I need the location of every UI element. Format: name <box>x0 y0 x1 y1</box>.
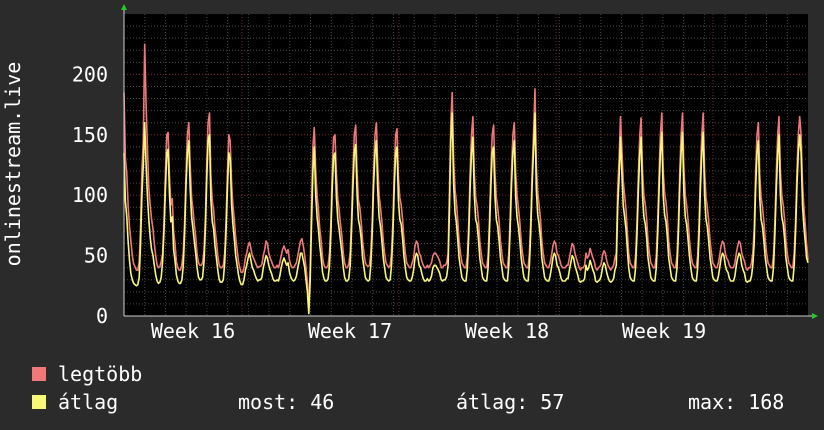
x-tick-label: Week 16 <box>151 319 235 343</box>
legend-avg-label: átlag <box>58 390 119 414</box>
y-tick-label: 100 <box>72 183 108 207</box>
y-tick-label: 50 <box>84 244 108 268</box>
x-tick-label: Week 19 <box>622 319 706 343</box>
stat-average: átlag: 57 <box>456 390 565 414</box>
y-axis-title: onlinestream.live <box>2 62 24 267</box>
legend: legtöbb átlag most: 46 átlag: 57 max: 16… <box>0 360 824 420</box>
x-axis-arrow <box>812 313 818 319</box>
y-axis-title-box: onlinestream.live <box>2 62 24 267</box>
stat-maximum: max: 168 <box>688 390 785 414</box>
series-line-avg <box>123 112 809 315</box>
legend-max-label: legtöbb <box>58 362 143 386</box>
y-tick-label: 0 <box>96 304 108 328</box>
x-tick-label: Week 17 <box>308 319 392 343</box>
y-tick-label: 200 <box>72 62 108 86</box>
legend-max-swatch <box>32 367 46 381</box>
x-tick-label: Week 18 <box>465 319 549 343</box>
plot-area <box>124 14 808 316</box>
chart: 0 50 100 150 200 Week 16 Week 17 Week 18 Week 19 <box>72 4 818 343</box>
legend-avg-swatch <box>32 395 46 409</box>
y-axis-arrow <box>121 4 127 10</box>
series-line-max <box>123 43 809 311</box>
y-tick-label: 150 <box>72 123 108 147</box>
stat-current: most: 46 <box>238 390 335 414</box>
